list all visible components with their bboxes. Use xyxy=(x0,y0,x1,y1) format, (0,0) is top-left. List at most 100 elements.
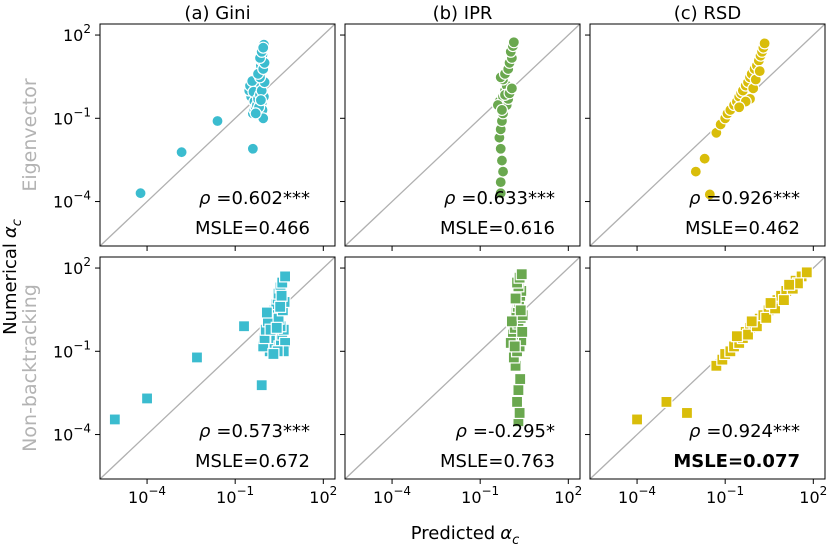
data-point xyxy=(753,65,766,78)
data-point xyxy=(660,395,673,409)
data-point xyxy=(140,392,154,405)
y-tick-label: 102 xyxy=(63,22,91,45)
data-point xyxy=(257,41,270,54)
data-point xyxy=(494,176,507,189)
x-tick-label-base: 10 xyxy=(216,488,236,507)
y-axis-label-word: Numerical xyxy=(0,243,21,335)
panel-frame xyxy=(344,256,581,480)
col-title-rsd: (c) RSD xyxy=(674,3,741,24)
col-title-ipr: (b) IPR xyxy=(433,3,493,24)
data-point xyxy=(513,406,526,420)
rho-annotation: ρ =-0.295* xyxy=(455,421,555,442)
rho-value: =0.573*** xyxy=(216,421,310,442)
data-point xyxy=(260,306,273,319)
msle-annotation: MSLE=0.672 xyxy=(195,451,310,472)
data-point xyxy=(255,379,268,392)
data-point xyxy=(108,413,121,426)
identity-line xyxy=(99,23,336,247)
data-point xyxy=(267,347,280,361)
data-point xyxy=(783,278,796,291)
msle-annotation: MSLE=0.616 xyxy=(440,218,555,239)
data-point xyxy=(509,292,522,305)
msle-annotation: MSLE=0.077 xyxy=(673,451,800,472)
data-point xyxy=(237,320,251,333)
panel-eigenvector-rsd: ρ =0.926*** MSLE=0.462 xyxy=(585,23,826,251)
x-tick-label-exp: −4 xyxy=(393,484,411,498)
rho-prefix: ρ xyxy=(199,188,211,209)
x-tick-label-exp: 2 xyxy=(330,484,338,498)
y-tick-label-exp: 2 xyxy=(83,255,91,269)
identity-line xyxy=(589,23,826,247)
x-tick-label: 102 xyxy=(554,484,582,507)
data-point xyxy=(190,351,204,364)
x-tick-label: 10−1 xyxy=(461,484,499,507)
data-point xyxy=(758,37,771,50)
y-tick-label: 10−1 xyxy=(53,105,91,128)
x-tick-label-base: 10 xyxy=(554,488,574,507)
x-tick-label: 10−4 xyxy=(128,484,166,507)
y-tick-label-base: 10 xyxy=(53,426,73,445)
data-point xyxy=(496,165,510,178)
data-point xyxy=(494,142,507,155)
data-point xyxy=(680,406,694,420)
data-point xyxy=(246,142,259,155)
panel-frame xyxy=(589,23,826,247)
rho-annotation: ρ =0.602*** xyxy=(199,188,310,209)
identity-line xyxy=(99,256,336,480)
y-tick-label-base: 10 xyxy=(53,342,73,361)
data-point xyxy=(508,340,521,353)
data-point xyxy=(698,152,711,165)
data-point xyxy=(760,311,773,324)
x-tick-label: 10−4 xyxy=(618,484,656,507)
y-tick-label: 10−4 xyxy=(53,422,91,445)
rho-annotation: ρ =0.573*** xyxy=(199,421,310,442)
y-tick-label: 102 xyxy=(63,255,91,278)
msle-annotation: MSLE=0.763 xyxy=(440,451,555,472)
x-tick-label-exp: −4 xyxy=(638,484,656,498)
x-tick-label: 10−1 xyxy=(216,484,254,507)
col-title-gini: (a) Gini xyxy=(184,3,250,24)
data-point xyxy=(505,82,518,95)
x-tick-label-exp: −1 xyxy=(482,484,500,498)
x-axis-label-subscript: c xyxy=(512,533,519,548)
rho-prefix: ρ xyxy=(689,421,701,442)
data-point xyxy=(745,315,758,328)
x-tick-label: 10−4 xyxy=(373,484,411,507)
y-tick-label: 10−1 xyxy=(53,338,91,361)
rho-prefix: ρ xyxy=(455,421,467,442)
data-point xyxy=(733,101,746,114)
y-tick-label-exp: −4 xyxy=(73,422,91,436)
data-point xyxy=(274,300,287,313)
panel-frame xyxy=(589,256,826,480)
rho-value: =-0.295* xyxy=(473,421,555,442)
row-label-non-backtracking: Non-backtracking xyxy=(19,284,41,452)
y-tick-label-exp: 2 xyxy=(83,22,91,36)
y-tick-label-exp: −4 xyxy=(73,189,91,203)
rho-annotation: ρ =0.633*** xyxy=(444,188,555,209)
data-point xyxy=(175,146,188,159)
data-point xyxy=(278,270,292,283)
x-tick-label: 10−1 xyxy=(706,484,744,507)
rho-annotation: ρ =0.924*** xyxy=(689,421,800,442)
data-point xyxy=(800,266,813,279)
x-tick-label-base: 10 xyxy=(706,488,726,507)
x-tick-label-exp: −4 xyxy=(148,484,166,498)
x-axis-label-symbol: α xyxy=(500,523,512,544)
data-point xyxy=(275,289,288,302)
x-axis-label: Predicted αc xyxy=(411,523,520,548)
rho-value: =0.633*** xyxy=(461,188,555,209)
y-tick-label-base: 10 xyxy=(53,193,73,212)
x-tick-label-base: 10 xyxy=(618,488,638,507)
y-tick-label: 10−4 xyxy=(53,189,91,212)
data-point xyxy=(689,165,702,178)
panel-frame xyxy=(99,23,336,247)
rho-value: =0.924*** xyxy=(706,421,800,442)
data-point xyxy=(516,325,529,338)
data-point xyxy=(249,107,262,120)
y-axis-label-symbol: α xyxy=(0,226,21,238)
